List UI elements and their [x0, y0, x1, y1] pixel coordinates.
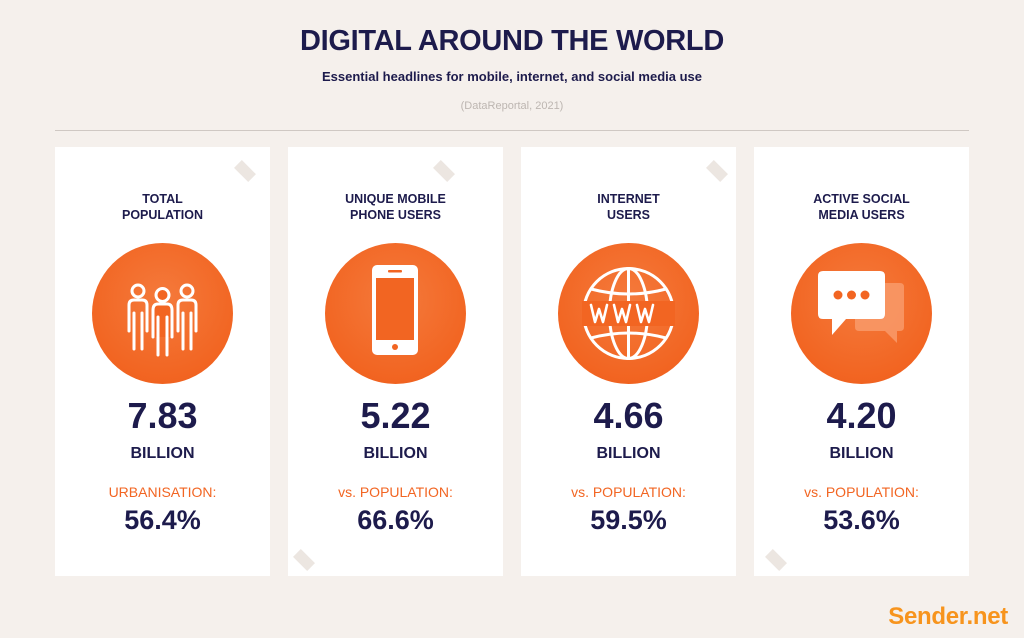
page-subtitle: Essential headlines for mobile, internet… — [321, 69, 702, 84]
card-total-population: TOTAL POPULATION 7.83 — [55, 147, 270, 576]
stat-value: 4.66 — [593, 395, 664, 436]
card-label-line1: TOTAL — [142, 192, 183, 206]
stat-unit: BILLION — [363, 445, 428, 462]
card-label: ACTIVE SOCIAL MEDIA USERS — [754, 191, 969, 223]
compare-label: vs. POPULATION: — [338, 484, 453, 500]
card-label: UNIQUE MOBILE PHONE USERS — [288, 191, 503, 223]
card-label-line1: ACTIVE SOCIAL — [813, 192, 910, 206]
stat-unit: BILLION — [596, 445, 661, 462]
compare-percent: 66.6% — [357, 505, 434, 535]
decor-diamond — [234, 160, 256, 182]
decor-diamond — [433, 160, 455, 182]
card-label-line2: MEDIA USERS — [818, 208, 905, 222]
mobile-phone-icon — [325, 243, 466, 384]
stat-value: 4.20 — [826, 395, 897, 436]
decor-diamond — [706, 160, 728, 182]
card-label-line2: USERS — [606, 208, 651, 222]
stat-value: 5.22 — [360, 395, 431, 436]
compare-percent: 56.4% — [124, 505, 201, 535]
people-icon — [92, 243, 233, 384]
decor-diamond — [293, 549, 315, 571]
header-divider — [55, 130, 969, 131]
card-label-line2: POPULATION — [121, 208, 204, 222]
card-label-line1: INTERNET — [597, 192, 660, 206]
brand-logo: Sender.net — [888, 603, 1008, 630]
page-title: DIGITAL AROUND THE WORLD — [299, 25, 724, 57]
card-label: TOTAL POPULATION — [55, 191, 270, 223]
compare-percent: 53.6% — [823, 505, 900, 535]
stat-unit: BILLION — [829, 445, 894, 462]
compare-label: URBANISATION: — [108, 484, 217, 500]
compare-percent: 59.5% — [590, 505, 667, 535]
card-mobile-users: UNIQUE MOBILE PHONE USERS 5.22 BILLION v… — [288, 147, 503, 576]
card-social-media-users: ACTIVE SOCIAL MEDIA USERS 4.20 BILLION v… — [754, 147, 969, 576]
globe-www-icon — [558, 243, 699, 384]
compare-label: vs. POPULATION: — [804, 484, 919, 500]
card-internet-users: INTERNET USERS 4. — [521, 147, 736, 576]
card-label-line2: PHONE USERS — [350, 208, 441, 222]
source-note: (DataReportal, 2021) — [460, 100, 564, 112]
stat-value: 7.83 — [127, 395, 198, 436]
stat-unit: BILLION — [130, 445, 195, 462]
chat-bubble-icon — [791, 243, 932, 384]
card-label-line1: UNIQUE MOBILE — [345, 192, 446, 206]
decor-diamond — [765, 549, 787, 571]
card-label: INTERNET USERS — [521, 191, 736, 223]
compare-label: vs. POPULATION: — [571, 484, 686, 500]
